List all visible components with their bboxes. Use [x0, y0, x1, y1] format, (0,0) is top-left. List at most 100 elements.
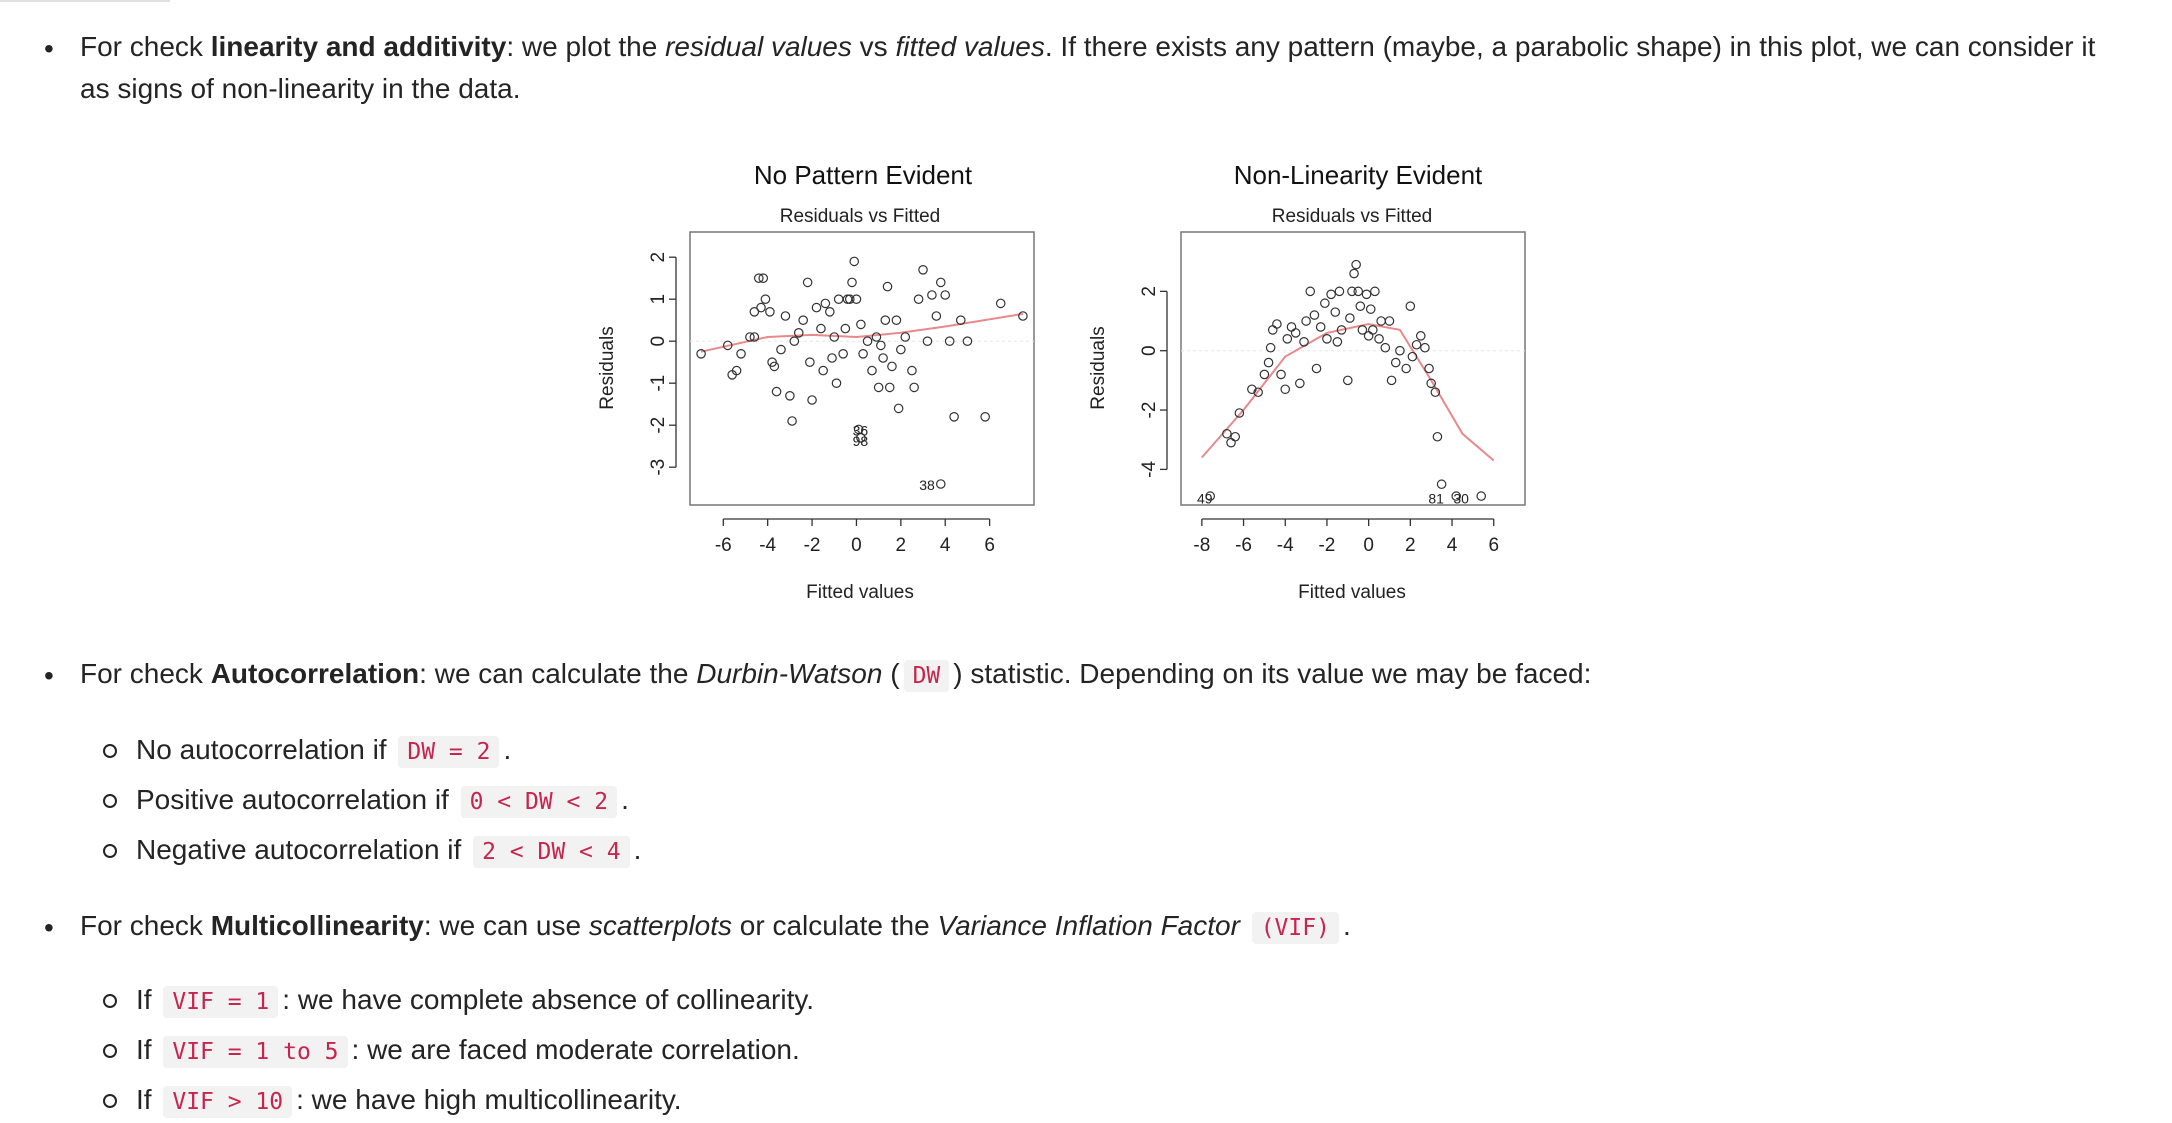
- chart-title: No Pattern Evident: [754, 160, 973, 190]
- data-point: [918, 264, 928, 275]
- y-tick-label: -4: [1139, 461, 1160, 478]
- data-point: [880, 315, 891, 325]
- bullet-dot: •: [44, 33, 54, 64]
- data-point: [1342, 375, 1353, 386]
- data-point: [731, 365, 742, 376]
- data-point: [793, 327, 804, 338]
- data-point: [1420, 342, 1430, 353]
- data-point: [1426, 378, 1436, 389]
- data-point: [944, 336, 955, 346]
- x-axis-label: Fitted values: [806, 582, 914, 603]
- x-tick-label: 2: [896, 535, 907, 556]
- y-tick-label: 0: [648, 336, 669, 347]
- data-point: [1301, 316, 1311, 326]
- x-tick-label: -6: [1235, 535, 1252, 556]
- data-point: [909, 382, 919, 393]
- data-point: [980, 411, 990, 422]
- x-tick-label: 6: [1488, 535, 1499, 556]
- data-point: [856, 319, 866, 330]
- data-point: [1384, 316, 1395, 326]
- sub-bullet-circle: [103, 794, 117, 808]
- data-point: [785, 390, 795, 401]
- code-inline: 2 < DW < 4: [473, 836, 630, 868]
- data-point: [749, 332, 760, 342]
- data-point: [1282, 334, 1293, 344]
- code-inline: 0 < DW < 2: [460, 786, 618, 818]
- sub-item-text: If VIF > 10: we have high multicollinear…: [136, 1079, 682, 1123]
- data-point: [758, 273, 769, 283]
- data-point: [893, 403, 904, 414]
- data-point: [1336, 325, 1347, 335]
- data-point: [807, 395, 817, 405]
- code-inline: VIF = 1: [163, 986, 279, 1018]
- data-point: [825, 306, 835, 317]
- y-tick-label: -3: [648, 459, 669, 476]
- data-point: [1276, 369, 1286, 380]
- x-tick-label: -4: [759, 535, 776, 556]
- x-tick-label: 4: [1447, 535, 1458, 556]
- data-point: [1424, 363, 1434, 374]
- y-tick-label: 2: [648, 252, 669, 263]
- code-dw: DW: [903, 660, 950, 692]
- smooth-line: [1201, 322, 1495, 462]
- data-point: [858, 348, 868, 359]
- data-point: [1286, 322, 1297, 332]
- smooth-line: [700, 312, 1024, 353]
- data-point: [876, 340, 886, 351]
- data-point: [849, 256, 860, 267]
- data-point: [1290, 328, 1301, 338]
- data-point: [1334, 286, 1345, 297]
- data-point: [1432, 431, 1443, 442]
- sub-bullet-circle: [103, 844, 117, 858]
- chart-subtitle: Residuals vs Fitted: [1272, 206, 1433, 227]
- data-point: [1309, 310, 1320, 320]
- data-point: [1315, 322, 1326, 332]
- data-point: [1401, 363, 1411, 374]
- data-point: [1390, 357, 1401, 368]
- bullet-dot: •: [44, 660, 54, 691]
- data-point: [900, 332, 911, 342]
- data-point: [1451, 491, 1461, 501]
- chart-no-pattern: No Pattern Evident Residuals vs Fitted F…: [597, 160, 1035, 603]
- data-point: [1476, 491, 1487, 501]
- data-point: [1247, 384, 1257, 395]
- outlier-label: 38: [919, 477, 935, 493]
- data-point: [1205, 491, 1215, 501]
- data-point: [787, 416, 797, 426]
- data-point: [1376, 316, 1386, 326]
- y-tick-label: 1: [648, 294, 669, 305]
- autocorrelation-line: For check Autocorrelation: we can calcul…: [80, 653, 1591, 697]
- data-point: [955, 315, 966, 325]
- data-point: [887, 361, 897, 372]
- data-point: [827, 353, 837, 363]
- plot-frame: [1180, 231, 1526, 506]
- data-point: [1347, 286, 1357, 297]
- data-point: [949, 411, 959, 422]
- data-point: [765, 306, 775, 317]
- sub-item-text: Positive autocorrelation if 0 < DW < 2.: [136, 779, 629, 823]
- data-point: [1430, 387, 1441, 398]
- data-point: [1357, 325, 1368, 335]
- data-point: [767, 357, 777, 367]
- y-tick-label: -1: [648, 375, 669, 392]
- outlier-label: 49: [1197, 491, 1213, 507]
- data-point: [1253, 387, 1263, 398]
- x-tick-label: -8: [1193, 535, 1210, 556]
- data-point: [811, 302, 822, 313]
- sub-bullet-circle: [103, 744, 117, 758]
- data-point: [760, 294, 771, 304]
- data-point: [1361, 289, 1372, 300]
- data-point: [838, 348, 848, 359]
- chart-non-linearity: Non-Linearity Evident Residuals vs Fitte…: [1088, 160, 1526, 603]
- data-point: [1330, 307, 1341, 317]
- data-point: [1365, 304, 1376, 314]
- data-point: [882, 281, 893, 292]
- data-point: [995, 298, 1006, 309]
- x-tick-label: -2: [804, 535, 821, 556]
- data-point: [1405, 301, 1416, 311]
- sub-item-text: If VIF = 1: we have complete absence of …: [136, 979, 814, 1023]
- data-point: [1345, 313, 1355, 323]
- x-tick-label: 2: [1405, 535, 1416, 556]
- data-point: [1234, 408, 1245, 418]
- data-point: [1272, 319, 1282, 329]
